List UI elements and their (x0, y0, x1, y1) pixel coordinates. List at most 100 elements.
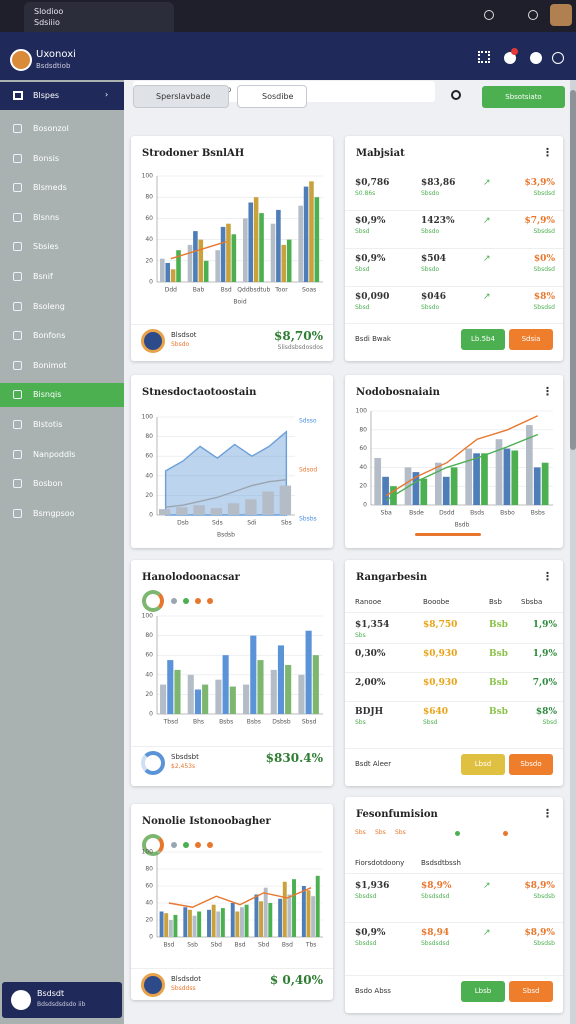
bar (315, 875, 320, 937)
bar (309, 181, 314, 282)
y-tick-label: 40 (145, 236, 153, 243)
table-cell: $046 Sbsdo (421, 292, 481, 311)
cell-value: $0,9% (355, 928, 386, 938)
footer-label: Bsdo Abss (355, 987, 391, 995)
nav-item[interactable]: Bsmgpsoo (0, 502, 124, 526)
cell-value: $046 (421, 292, 447, 302)
footer-value: $830.4% (265, 751, 323, 765)
tab-subtitle: Sdsiiio (34, 18, 60, 27)
cell-sub: Sbsd (423, 719, 438, 726)
apps-icon[interactable] (478, 51, 490, 63)
x-tick-label: Dsbsb (272, 719, 291, 726)
x-tick-label: Qddbsdtub (237, 287, 270, 294)
footer-button[interactable]: Lb.5b4 (461, 329, 505, 350)
browser-tab[interactable]: Slodioo Sdsiiio (24, 2, 174, 32)
y-tick-label: 0 (149, 711, 153, 718)
scrollbar (570, 80, 576, 1024)
nav-item[interactable]: Blsmeds (0, 176, 124, 200)
nav-item[interactable]: Bonfons (0, 324, 124, 348)
app-subtitle: Bsdsdtiob (36, 62, 71, 70)
profile-icon[interactable] (552, 52, 564, 64)
legend-donut (142, 590, 164, 612)
trend-icon: ↗ (483, 254, 491, 264)
bar (203, 260, 209, 282)
cell-value: $8% (533, 292, 555, 302)
bar (216, 911, 221, 937)
refresh-icon[interactable] (484, 10, 494, 20)
nav-icon (13, 153, 22, 163)
card-title: Fesonfumision (356, 809, 438, 820)
nav-section[interactable]: Blspes › (0, 82, 124, 110)
footer-button[interactable]: Sdsia (509, 329, 553, 350)
nav-item[interactable]: Bisnqis (0, 383, 124, 408)
table-cell: $8,9% Sbsdsb (515, 881, 555, 900)
footer-button[interactable]: Sbsdo (509, 754, 553, 775)
cell-value: $8,9% (421, 881, 452, 891)
nav-icon (13, 91, 23, 100)
bar (220, 226, 226, 282)
nav-item[interactable]: Bsoleng (0, 295, 124, 319)
x-tick-label: Tbsd (163, 719, 179, 726)
bar (193, 231, 198, 282)
search-icon[interactable] (451, 90, 461, 100)
nav-item[interactable]: Nanpoddls (0, 443, 124, 467)
footer-button[interactable]: Lbsb (461, 981, 505, 1002)
scroll-thumb[interactable] (570, 90, 576, 450)
legend-dot (195, 598, 201, 604)
nav-item[interactable]: Bosonzol (0, 117, 124, 141)
nav-label: Blstotis (33, 420, 63, 429)
nav-item[interactable]: Bonimot (0, 354, 124, 378)
more-menu[interactable]: ⋮ (542, 807, 553, 820)
cell-sub: Sbsdsd (533, 304, 556, 311)
x-tick-label: Ddd (165, 287, 177, 294)
cell-value: Bsb (489, 620, 508, 630)
cell-value: Bsb (489, 678, 508, 688)
bar (262, 491, 274, 515)
cell-sub: Sbsdo (421, 228, 440, 235)
menu-icon[interactable] (528, 10, 538, 20)
bar (245, 499, 257, 515)
nav-label: Bisnqis (33, 390, 62, 400)
bar (176, 250, 181, 282)
nav-item[interactable]: Bsnif (0, 265, 124, 289)
bar (292, 879, 296, 937)
card: Mabjsiat ⋮ $0,786 S0.86s $83,86 Sbsdo $3,9% Sbs… (345, 136, 563, 361)
card-title: Hanolodoonacsar (142, 572, 240, 583)
avatar[interactable] (550, 4, 572, 26)
cell-sub: Sbsdsd (355, 893, 377, 900)
date-button[interactable]: Sosdibe (237, 85, 307, 108)
cell-sub: Sbsd (355, 304, 370, 311)
nav-item[interactable]: Bonsis (0, 147, 124, 171)
bar (243, 684, 250, 714)
settings-icon[interactable] (530, 52, 542, 64)
nav-item[interactable]: Bosbon (0, 472, 124, 496)
bar (230, 903, 235, 937)
bar (541, 462, 549, 505)
user-card[interactable]: Bsdsdt Bdsdsdsdsdo iib (2, 982, 122, 1018)
more-menu[interactable]: ⋮ (542, 570, 553, 583)
filter-button[interactable]: Sperslavbade (133, 85, 229, 108)
legend-dot (183, 598, 189, 604)
nav-item[interactable]: Blsnns (0, 206, 124, 230)
legend-item: Sbs (375, 829, 386, 836)
bar (160, 258, 165, 282)
footer-button[interactable]: Lbsd (461, 754, 505, 775)
y-tick-label: 60 (145, 883, 153, 890)
nav-item[interactable]: Sbsies (0, 235, 124, 259)
underline (415, 533, 481, 536)
action-button[interactable]: Sbsotsiato (482, 86, 565, 108)
table-cell: $83,86 Sbsdo (421, 178, 481, 197)
more-menu[interactable]: ⋮ (542, 385, 553, 398)
y-tick-label: 20 (145, 492, 153, 499)
column-header: Ranooe (355, 598, 382, 606)
legend-dot (171, 598, 177, 604)
side-label: Sbsbs (299, 516, 317, 523)
notif-icon[interactable] (504, 52, 516, 64)
y-tick-label: 20 (359, 483, 367, 490)
card: Stnesdoctaotoostain 0 20 40 60 80 100 Dsb Sds Sdi… (131, 375, 333, 548)
bar (159, 911, 164, 937)
nav-item[interactable]: Blstotis (0, 413, 124, 437)
more-menu[interactable]: ⋮ (542, 146, 553, 159)
nav-label: Blsnns (33, 212, 60, 222)
footer-button[interactable]: Sbsd (509, 981, 553, 1002)
